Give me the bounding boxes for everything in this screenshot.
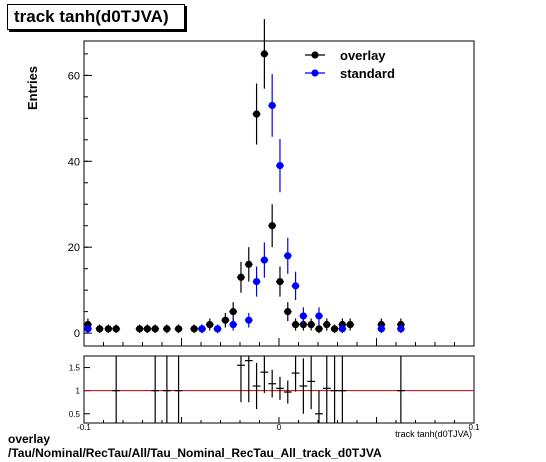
legend-marker (311, 69, 319, 77)
y-axis-label: Entries (25, 66, 40, 110)
standard-point (291, 282, 300, 290)
overlay-point (291, 320, 300, 329)
overlay-point (284, 308, 292, 316)
overlay-point (163, 325, 171, 333)
ratio-y-tick-label: 1 (76, 387, 81, 396)
overlay-point (330, 325, 339, 333)
overlay-point (260, 50, 268, 58)
legend-label-overlay: overlay (340, 48, 386, 63)
legend-marker (311, 51, 319, 59)
standard-point (198, 325, 206, 333)
chart-title-box: track tanh(d0TJVA) (7, 4, 185, 30)
overlay-point (229, 308, 237, 316)
footer-label: overlay (8, 432, 51, 446)
overlay-point (323, 320, 331, 329)
footer-path: /Tau/Nominal/RecTau/All/Tau_Nominal_RecT… (8, 446, 382, 460)
standard-point (229, 320, 237, 329)
overlay-point (252, 110, 261, 118)
overlay-point (190, 325, 198, 333)
ratio-y-tick-label: 0.5 (69, 410, 81, 419)
standard-point (299, 312, 307, 320)
legend-label-standard: standard (340, 66, 395, 81)
standard-point (252, 277, 261, 286)
overlay-point (143, 325, 151, 333)
main-plot-frame (83, 40, 475, 347)
ratio-x-tick-label: 0.1 (468, 423, 480, 432)
overlay-point (245, 260, 253, 268)
overlay-point (135, 325, 144, 333)
x-axis-label: track tanh(d0TJVA) (395, 429, 472, 439)
overlay-point (237, 273, 245, 281)
ratio-plot-frame (83, 355, 475, 424)
overlay-point (276, 277, 284, 286)
y-tick-label: 20 (68, 242, 80, 254)
standard-point (338, 325, 346, 333)
chart-title: track tanh(d0TJVA) (14, 7, 169, 26)
y-tick-label: 60 (68, 70, 80, 82)
overlay-point (112, 325, 120, 333)
overlay-point (104, 325, 112, 333)
overlay-point (221, 316, 229, 324)
standard-point (397, 325, 405, 333)
standard-point (315, 312, 323, 320)
standard-point (268, 101, 276, 110)
standard-point (245, 316, 253, 324)
ratio-x-tick-label: -0.1 (77, 423, 91, 432)
standard-point (213, 325, 222, 333)
standard-point (260, 256, 268, 264)
ratio-y-tick-label: 1.5 (69, 364, 81, 373)
standard-point (377, 325, 385, 333)
standard-point (284, 252, 292, 260)
overlay-point (151, 325, 159, 333)
y-tick-label: 0 (74, 328, 80, 340)
overlay-point (174, 325, 183, 333)
standard-point (276, 161, 284, 170)
overlay-point (346, 320, 354, 329)
overlay-point (315, 325, 323, 333)
overlay-point (206, 320, 214, 329)
standard-point (84, 325, 92, 333)
y-tick-label: 40 (68, 156, 80, 168)
overlay-point (268, 222, 276, 230)
overlay-point (96, 325, 104, 333)
overlay-point (307, 320, 315, 329)
ratio-x-tick-label: 0 (277, 423, 282, 432)
